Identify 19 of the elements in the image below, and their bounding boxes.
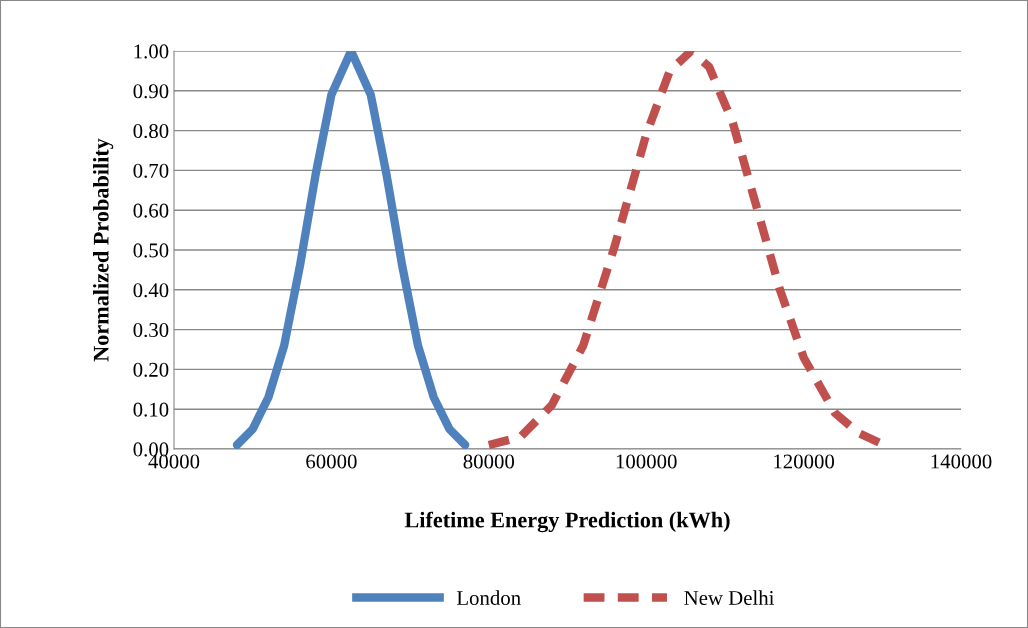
y-tick-label: 0.10 bbox=[133, 402, 169, 417]
x-tick-label: 140000 bbox=[931, 454, 992, 469]
x-tick-label: 100000 bbox=[616, 454, 677, 469]
y-tick-label: 0.80 bbox=[133, 123, 169, 139]
y-tick-label: 0.40 bbox=[133, 283, 169, 298]
y-tick-label: 0.90 bbox=[133, 84, 169, 99]
y-tick-label: 0.70 bbox=[133, 163, 169, 178]
y-tick-label: 0.20 bbox=[133, 362, 169, 377]
y-tick-label: 0.50 bbox=[133, 243, 169, 258]
y-tick-label: 0.30 bbox=[133, 322, 169, 338]
y-tick-label: 0.60 bbox=[133, 203, 169, 218]
x-axis-title: Lifetime Energy Prediction (kWh) bbox=[404, 511, 730, 533]
x-tick-label: 120000 bbox=[774, 454, 835, 469]
y-axis-title: Normalized Probability bbox=[93, 138, 114, 362]
legend-label: London bbox=[456, 590, 521, 606]
x-tick-label: 60000 bbox=[306, 454, 357, 469]
x-tick-label: 80000 bbox=[463, 454, 515, 469]
legend-label: New Delhi bbox=[684, 590, 775, 606]
y-tick-label: 1.00 bbox=[134, 44, 169, 59]
